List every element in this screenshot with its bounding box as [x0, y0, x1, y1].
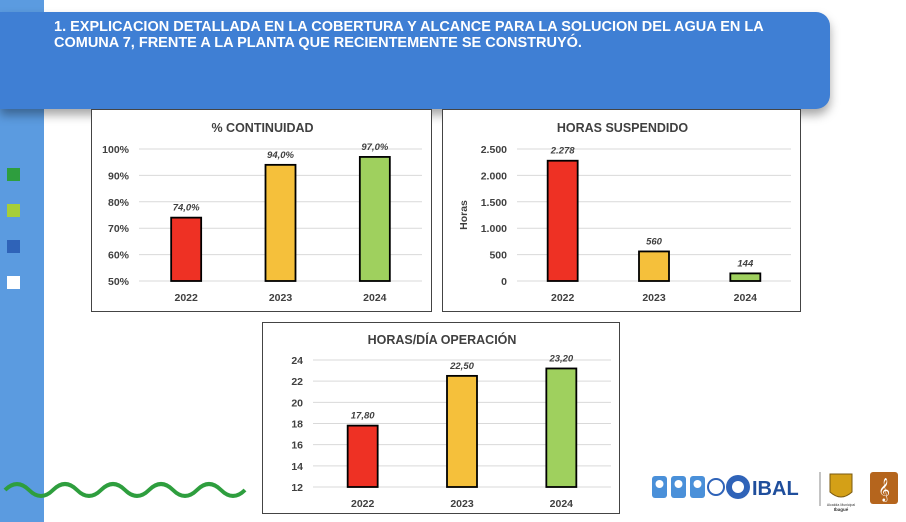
- x-tick-label: 2022: [174, 292, 198, 304]
- certification-icon: [690, 476, 705, 498]
- y-tick-label: 1.500: [481, 197, 507, 209]
- chart-canvas: HORAS SUSPENDIDO 0 500 1.000 1.500 2.000 2.500…: [458, 121, 791, 304]
- bar-2024: [358, 156, 391, 282]
- ibal-logo-text: IBAL: [752, 478, 799, 500]
- data-label: 74,0%: [173, 203, 200, 214]
- slide-title-line-1: 1. EXPLICACIÓN DETALLADA EN LA COBERTURA…: [54, 20, 764, 35]
- x-tick-label: 2023: [642, 292, 666, 304]
- bar-2022: [546, 159, 579, 282]
- slide-title: 1. EXPLICACIÓN DETALLADA EN LA COBERTURA…: [54, 20, 829, 51]
- y-axis-label: Horas/Día: [263, 399, 266, 448]
- y-tick-label: 2.500: [481, 144, 507, 156]
- x-tick-label: 2022: [551, 292, 575, 304]
- operation-hours-chart: HORAS/DÍA OPERACIÓN 12 14 16 18 20 22 24 Horas/D…: [262, 322, 620, 514]
- treble-clef-icon: 𝄞: [878, 477, 890, 502]
- bar-2024: [545, 367, 578, 488]
- data-label: 97,0%: [361, 142, 388, 153]
- bar-2022: [346, 424, 379, 488]
- x-tick-label: 2023: [269, 292, 293, 304]
- y-tick-label: 12: [291, 482, 303, 494]
- y-tick-label: 50%: [108, 276, 130, 288]
- y-tick-label: 18: [291, 419, 303, 431]
- bar-2024: [729, 272, 762, 282]
- certification-icon: [652, 476, 667, 498]
- y-tick-label: 24: [291, 355, 303, 367]
- x-tick-label: 2024: [363, 292, 387, 304]
- lime-square: [7, 204, 20, 217]
- chart-title: HORAS SUSPENDIDO: [557, 121, 689, 135]
- data-label: 94,0%: [267, 150, 294, 161]
- y-tick-label: 20: [291, 397, 303, 409]
- blue-square: [7, 240, 20, 253]
- data-label: 17,80: [351, 411, 375, 422]
- y-tick-label: 80%: [108, 197, 130, 209]
- bar-2022: [170, 216, 203, 282]
- alcaldia-label: Alcaldía Municipal: [827, 503, 855, 507]
- y-tick-label: 90%: [108, 170, 130, 182]
- y-tick-label: 60%: [108, 250, 130, 262]
- x-tick-label: 2022: [351, 498, 375, 510]
- slide-header: 1. EXPLICACIÓN DETALLADA EN LA COBERTURA…: [0, 12, 830, 109]
- data-label: 22,50: [449, 361, 474, 372]
- y-tick-label: 70%: [108, 223, 130, 235]
- x-tick-label: 2024: [550, 498, 574, 510]
- data-label: 144: [737, 258, 754, 269]
- data-label: 2.278: [550, 146, 575, 157]
- y-tick-label: 0: [501, 276, 507, 288]
- chart-canvas: HORAS/DÍA OPERACIÓN12141618202224Horas/D…: [263, 332, 611, 510]
- y-tick-label: 1.000: [481, 223, 507, 235]
- music-capital-logo-icon: [870, 472, 898, 504]
- y-tick-label: 100%: [102, 144, 130, 156]
- chart-canvas: % CONTINUIDAD 50% 60% 70% 80% 90% 100% 74,0% 202…: [102, 121, 422, 304]
- x-tick-label: 2024: [734, 292, 758, 304]
- suspended-hours-chart: HORAS SUSPENDIDO 0 500 1.000 1.500 2.000 2.500…: [442, 109, 801, 312]
- x-tick-label: 2023: [450, 498, 474, 510]
- y-tick-label: 16: [291, 440, 303, 452]
- logos-strip: IBAL Alcaldía Municipal Ibagué 𝄞: [652, 472, 898, 512]
- y-tick-label: 2.000: [481, 170, 507, 182]
- white-square: [7, 276, 20, 289]
- data-label: 560: [646, 236, 663, 247]
- y-axis-label: Horas: [458, 200, 470, 230]
- continuity-chart: % CONTINUIDAD 50% 60% 70% 80% 90% 100% 74,0% 202…: [91, 109, 432, 312]
- green-square: [7, 168, 20, 181]
- city-label: Ibagué: [834, 507, 849, 512]
- chart-title: % CONTINUIDAD: [211, 121, 313, 135]
- bar-2023: [446, 374, 478, 488]
- city-shield-icon: [829, 473, 853, 498]
- bar-2023: [264, 163, 297, 282]
- data-label: 23,20: [548, 353, 573, 364]
- y-tick-label: 500: [489, 250, 507, 262]
- certification-icon: [671, 476, 686, 498]
- bar-2023: [638, 250, 670, 282]
- seal-icon: [707, 478, 725, 496]
- slide-title-line-2: COMUNA 7, FRENTE A LA PLANTA QUE RECIENT…: [54, 34, 582, 51]
- y-tick-label: 22: [291, 376, 303, 388]
- y-tick-label: 14: [291, 461, 303, 473]
- chart-title: HORAS/DÍA OPERACIÓN: [368, 332, 517, 347]
